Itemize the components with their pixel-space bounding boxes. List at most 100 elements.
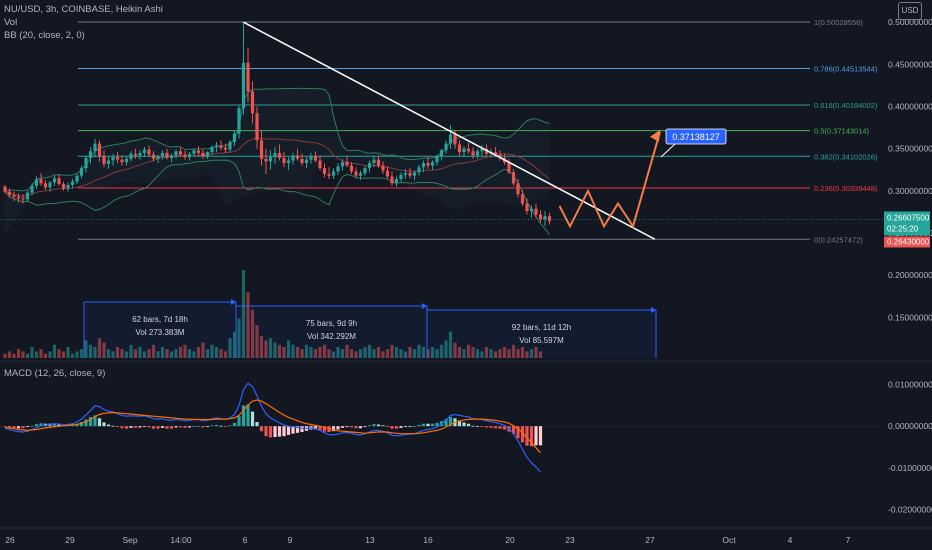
candle-body xyxy=(165,152,169,158)
candle-body xyxy=(52,178,57,183)
bollinger-legend[interactable]: BB (20, close, 2, 0) xyxy=(4,30,85,41)
volume-bar xyxy=(133,349,138,358)
volume-bar xyxy=(241,270,246,358)
macd-histogram-bar xyxy=(421,423,426,427)
macd-histogram-bar xyxy=(97,418,102,427)
volume-bar xyxy=(151,344,156,358)
macd-histogram-bar xyxy=(223,426,228,427)
currency-button[interactable]: USD xyxy=(898,2,922,20)
macd-histogram-bar xyxy=(412,426,417,427)
volume-bar xyxy=(147,349,151,358)
volume-bar xyxy=(538,351,543,358)
candle-body xyxy=(376,159,381,166)
macd-histogram-bar xyxy=(151,426,156,429)
macd-histogram-bar xyxy=(516,426,520,439)
macd-histogram-bar xyxy=(313,426,318,430)
candle-body xyxy=(223,147,228,150)
volume-bar xyxy=(120,349,124,358)
candle-body xyxy=(142,149,147,153)
volume-bar xyxy=(259,336,264,358)
candle-body xyxy=(178,151,183,155)
volume-bar xyxy=(178,347,183,358)
volume-bar xyxy=(507,349,511,358)
macd-histogram-bar xyxy=(219,425,223,427)
volume-bar xyxy=(453,342,457,358)
volume-bar xyxy=(529,349,534,358)
time-axis-tick: 7 xyxy=(846,535,851,545)
macd-histogram-bar xyxy=(192,426,196,427)
macd-histogram-bar xyxy=(70,424,75,427)
candle-body xyxy=(282,157,286,164)
candle-body xyxy=(25,192,30,200)
candle-body xyxy=(111,157,115,161)
candle-body xyxy=(390,176,394,184)
candle-body xyxy=(277,152,282,158)
time-axis-tick: 6 xyxy=(243,535,248,545)
candle-body xyxy=(345,162,349,166)
volume-bar xyxy=(466,344,471,358)
macd-histogram-bar xyxy=(7,426,12,428)
candle-body xyxy=(79,168,84,176)
candle-body xyxy=(439,150,444,157)
volume-legend[interactable]: Vol xyxy=(4,17,18,28)
macd-legend[interactable]: MACD (12, 26, close, 9) xyxy=(4,368,106,379)
volume-bar xyxy=(102,342,106,358)
macd-histogram-bar xyxy=(196,426,201,427)
volume-bar xyxy=(93,347,97,358)
macd-histogram-bar xyxy=(255,422,259,427)
volume-bar xyxy=(169,351,174,358)
candle-body xyxy=(313,156,318,161)
candle-body xyxy=(273,152,277,158)
candle-body xyxy=(48,182,52,188)
candle-body xyxy=(403,173,408,175)
macd-histogram-bar xyxy=(408,426,412,427)
volume-bar xyxy=(97,338,102,358)
price-axis-tick: 0.45000000 xyxy=(888,59,932,69)
candle-body xyxy=(529,208,534,212)
symbol-legend[interactable]: NU/USD, 3h, COINBASE, Heikin Ashi xyxy=(4,4,163,15)
volume-bar xyxy=(75,351,79,358)
macd-histogram-bar xyxy=(84,419,88,427)
fib-level-label: 1(0.50028556) xyxy=(814,18,863,27)
volume-bar xyxy=(273,342,277,358)
candle-body xyxy=(138,152,142,156)
candle-body xyxy=(43,183,48,188)
candle-body xyxy=(385,170,390,177)
macd-histogram-bar xyxy=(394,426,399,429)
volume-bar xyxy=(493,351,498,358)
macd-histogram-bar xyxy=(511,426,516,435)
macd-histogram-bar xyxy=(484,426,489,428)
macd-histogram-bar xyxy=(322,426,327,432)
candle-body xyxy=(259,140,264,159)
volume-bar xyxy=(475,349,480,358)
candle-body xyxy=(444,143,448,151)
macd-histogram-bar xyxy=(502,426,507,430)
candle-body xyxy=(295,155,300,159)
macd-histogram-bar xyxy=(489,426,493,428)
candle-body xyxy=(367,163,372,169)
candle-body xyxy=(57,178,61,185)
candle-body xyxy=(7,191,12,196)
macd-histogram-bar xyxy=(111,425,115,427)
trendline xyxy=(243,21,656,240)
candle-body xyxy=(349,165,354,172)
volume-bar xyxy=(183,344,187,358)
candle-body xyxy=(327,174,331,176)
macd-histogram-bar xyxy=(462,422,466,427)
volume-bar xyxy=(174,349,178,358)
macd-histogram-bar xyxy=(264,426,268,437)
macd-histogram-bar xyxy=(363,426,367,427)
macd-histogram-bar xyxy=(156,426,160,429)
volume-bar xyxy=(403,351,408,358)
measure-label-bars: 92 bars, 11d 12h xyxy=(512,323,571,332)
volume-bar xyxy=(79,349,84,358)
candle-body xyxy=(507,162,511,173)
volume-bar xyxy=(268,338,273,358)
candle-body xyxy=(286,160,291,164)
macd-histogram-bar xyxy=(318,426,322,431)
candle-body xyxy=(228,141,232,150)
volume-bar xyxy=(61,351,66,358)
macd-histogram-bar xyxy=(124,426,129,429)
macd-histogram-bar xyxy=(3,426,7,428)
